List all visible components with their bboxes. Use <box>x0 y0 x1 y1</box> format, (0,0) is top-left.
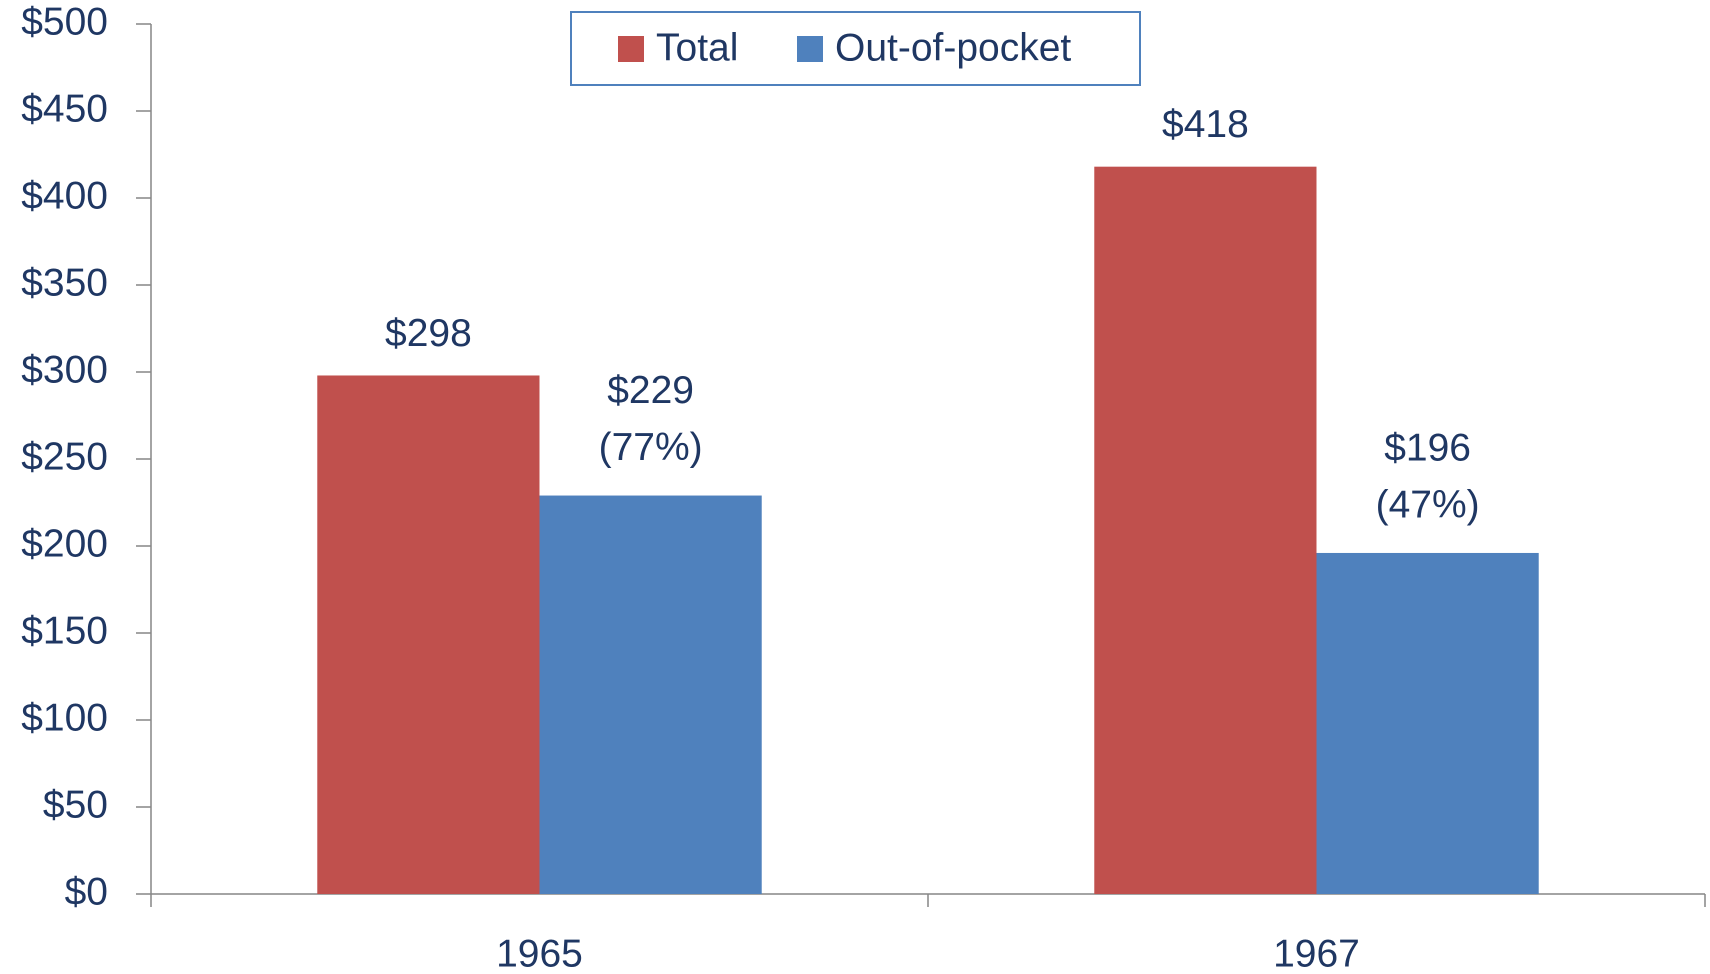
y-tick-label: $500 <box>21 0 108 43</box>
y-tick-label: $300 <box>21 348 108 391</box>
value-label: $229 <box>607 369 694 412</box>
y-tick-label: $250 <box>21 435 108 478</box>
y-tick-label: $350 <box>21 261 108 304</box>
x-tick-label: 1967 <box>1273 932 1360 974</box>
percent-label: (47%) <box>1376 483 1480 526</box>
bar <box>1316 552 1539 894</box>
y-tick-label: $50 <box>43 783 108 826</box>
y-tick-label: $150 <box>21 609 108 652</box>
legend-label: Out-of-pocket <box>835 26 1071 69</box>
bar <box>1094 166 1317 894</box>
value-label: $298 <box>385 312 472 355</box>
legend-box <box>570 11 1141 86</box>
legend-swatch <box>797 36 823 62</box>
bar <box>539 495 762 894</box>
y-tick-label: $400 <box>21 174 108 217</box>
value-label: $418 <box>1162 103 1249 146</box>
y-tick-label: $100 <box>21 696 108 739</box>
y-tick-label: $200 <box>21 522 108 565</box>
y-tick-label: $0 <box>65 870 108 913</box>
x-tick-label: 1965 <box>496 932 583 974</box>
legend-swatch <box>618 36 644 62</box>
bar <box>317 375 540 895</box>
legend-label: Total <box>656 26 738 69</box>
y-tick-label: $450 <box>21 87 108 130</box>
percent-label: (77%) <box>599 426 703 469</box>
value-label: $196 <box>1384 426 1471 469</box>
